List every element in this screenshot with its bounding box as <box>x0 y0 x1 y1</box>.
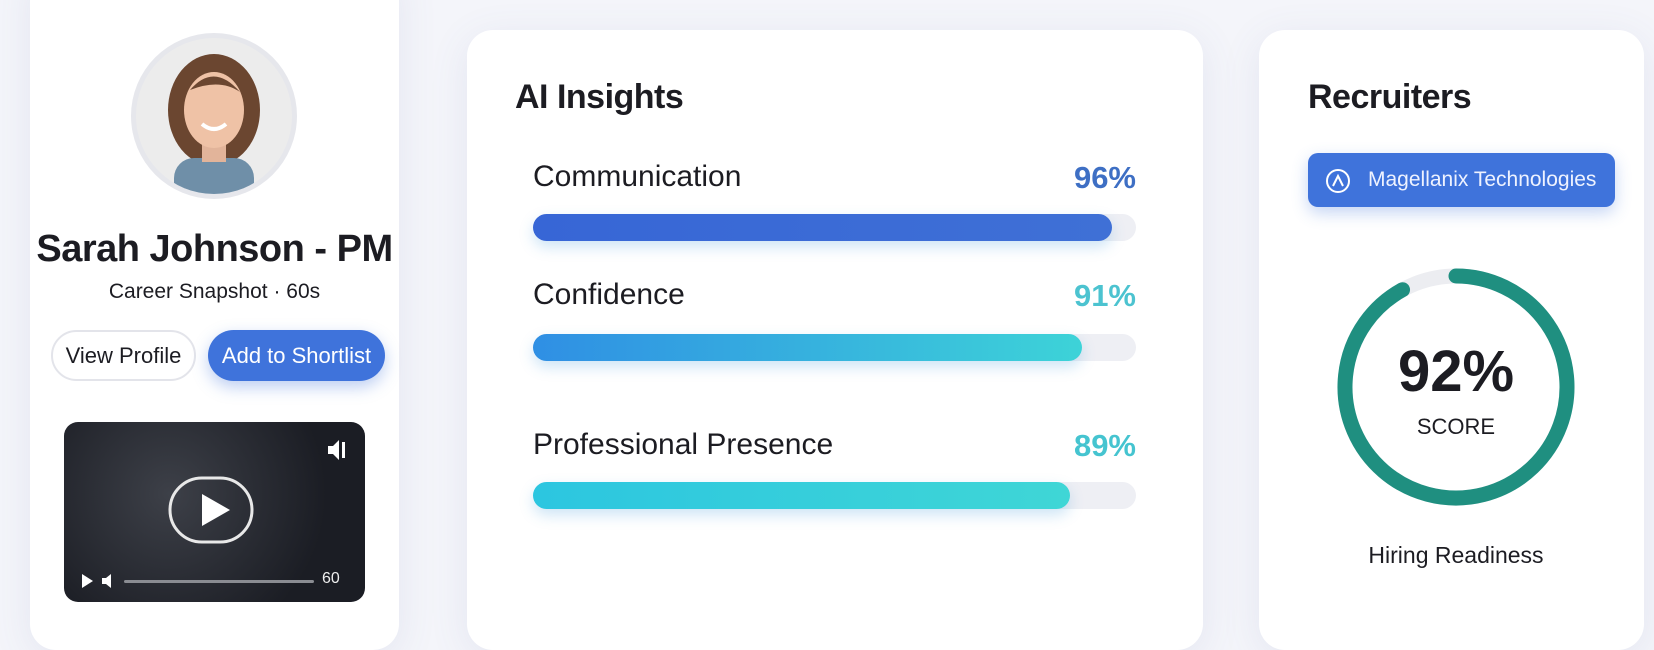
recruiters-card <box>1259 30 1644 650</box>
candidate-name: Sarah Johnson - PM <box>36 228 393 270</box>
view-profile-button[interactable]: View Profile <box>51 330 196 381</box>
insight-bar <box>533 214 1112 241</box>
insight-label: Confidence <box>533 278 685 311</box>
insight-bar <box>533 482 1070 509</box>
insight-track <box>533 482 1136 509</box>
insight-track <box>533 334 1136 361</box>
insight-track <box>533 214 1136 241</box>
score-caption: SCORE <box>1416 414 1496 439</box>
recruiters-title: Recruiters <box>1308 78 1472 116</box>
insight-percent: 89% <box>1073 428 1136 463</box>
company-icon <box>1326 169 1350 193</box>
score-value: 92% <box>1397 339 1515 404</box>
company-chip[interactable]: Magellanix Technologies <box>1308 153 1615 207</box>
score-footer: Hiring Readiness <box>1368 542 1544 568</box>
shortlist-button[interactable]: Add to Shortlist <box>208 330 385 381</box>
avatar <box>131 33 297 199</box>
video-player[interactable]: 60 <box>64 422 365 602</box>
insight-label: Communication <box>533 160 742 193</box>
score-arc <box>1337 268 1575 506</box>
candidate-subtitle: Career Snapshot · 60s <box>108 280 321 303</box>
play-button[interactable] <box>168 476 254 544</box>
video-controls <box>82 440 345 588</box>
insights-title: AI Insights <box>515 78 684 116</box>
video-duration: 60 <box>322 570 340 587</box>
score-ring <box>1337 268 1575 506</box>
insight-percent: 96% <box>1073 160 1136 195</box>
page: Sarah Johnson - PM Career Snapshot · 60s… <box>30 0 1644 650</box>
insight-bar <box>533 334 1082 361</box>
insight-label: Professional Presence <box>533 428 834 461</box>
insight-percent: 91% <box>1073 278 1136 313</box>
company-name: Magellanix Technologies <box>1368 168 1597 191</box>
